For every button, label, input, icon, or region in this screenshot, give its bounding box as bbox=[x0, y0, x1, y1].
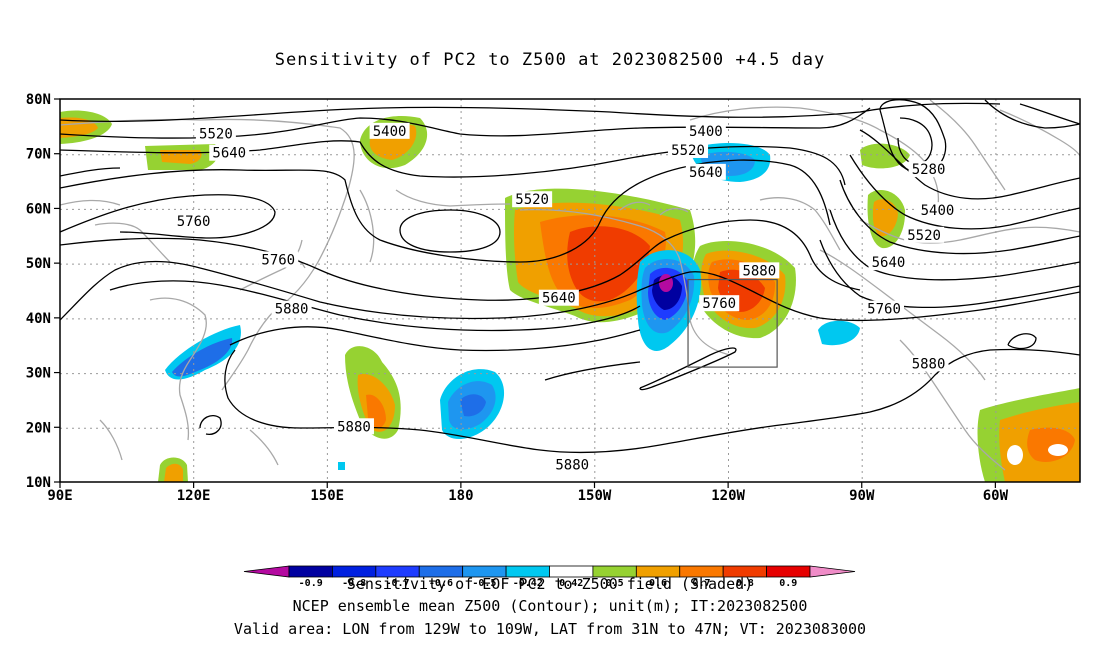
colorbar-label: -0.7 bbox=[385, 578, 409, 589]
lon-label: 90W bbox=[849, 488, 875, 504]
svg-text:5880: 5880 bbox=[555, 458, 589, 474]
svg-text:5880: 5880 bbox=[742, 263, 776, 279]
contour-label: 5520 bbox=[512, 191, 553, 208]
svg-text:5760: 5760 bbox=[702, 296, 736, 312]
graticule bbox=[60, 99, 1080, 482]
svg-text:5520: 5520 bbox=[515, 192, 549, 208]
contour-label: 5280 bbox=[908, 161, 949, 178]
contour-label: 5400 bbox=[369, 122, 410, 140]
colorbar-high-arrow bbox=[809, 565, 856, 578]
contour-label: 5880 bbox=[739, 262, 780, 279]
lat-label: 40N bbox=[26, 311, 51, 327]
footer-line-3: Valid area: LON from 129W to 109W, LAT f… bbox=[233, 620, 867, 638]
colorbar-label: -0.9 bbox=[299, 578, 323, 589]
contour-label: 5880 bbox=[271, 300, 312, 318]
lat-label: 80N bbox=[26, 92, 51, 108]
svg-text:5760: 5760 bbox=[261, 252, 295, 268]
svg-text:5640: 5640 bbox=[689, 165, 723, 181]
lon-label: 180 bbox=[448, 488, 473, 504]
svg-text:5400: 5400 bbox=[373, 124, 407, 140]
colorbar-label: 0.6 bbox=[649, 578, 667, 589]
lat-label: 70N bbox=[26, 147, 51, 163]
colorbar-label: 0.5 bbox=[606, 578, 624, 589]
contour-label: 5520 bbox=[668, 141, 709, 159]
lon-label: 120W bbox=[711, 488, 745, 504]
contour-label: 5760 bbox=[173, 213, 214, 230]
contour-label: 5640 bbox=[538, 289, 579, 307]
contour-label: 5760 bbox=[864, 300, 905, 318]
contour-label: 5760 bbox=[258, 251, 299, 268]
colorbar-label: 0.9 bbox=[779, 578, 797, 589]
colorbar-label: 0.8 bbox=[736, 578, 754, 589]
lat-label: 10N bbox=[26, 475, 51, 491]
footer-line-2: NCEP ensemble mean Z500 (Contour); unit(… bbox=[292, 597, 808, 615]
map-title: Sensitivity of PC2 to Z500 at 2023082500… bbox=[274, 50, 826, 70]
contour-label: 5400 bbox=[685, 122, 726, 140]
plot-frame bbox=[59, 98, 1081, 483]
contour-label: 5400 bbox=[917, 202, 958, 219]
colorbar-label: 0.42 bbox=[559, 578, 583, 589]
colorbar-label: -0.8 bbox=[342, 578, 366, 589]
svg-text:5640: 5640 bbox=[542, 291, 576, 307]
contour-label: 5880 bbox=[552, 456, 593, 474]
colorbar-label: -0.6 bbox=[429, 578, 453, 589]
svg-text:5400: 5400 bbox=[689, 124, 723, 140]
svg-text:5520: 5520 bbox=[671, 143, 705, 159]
colorbar-label: -0.5 bbox=[472, 578, 496, 589]
lon-label: 150E bbox=[310, 488, 344, 504]
lon-label: 60W bbox=[983, 488, 1009, 504]
contour-label: 5760 bbox=[699, 295, 740, 312]
colorbar-label: -0.42 bbox=[513, 578, 543, 589]
svg-text:5760: 5760 bbox=[867, 302, 901, 318]
svg-text:5520: 5520 bbox=[199, 127, 233, 143]
lat-label: 30N bbox=[26, 366, 51, 382]
svg-text:5880: 5880 bbox=[912, 356, 946, 372]
colorbar-label: 0.7 bbox=[692, 578, 710, 589]
svg-text:5760: 5760 bbox=[177, 214, 211, 230]
svg-text:5880: 5880 bbox=[337, 419, 371, 435]
footer-line-1: Sensitivity of EOF PC2 to Z500 field (Sh… bbox=[346, 575, 754, 593]
svg-text:5520: 5520 bbox=[907, 228, 941, 244]
contour-label: 5880 bbox=[333, 418, 374, 435]
lon-label: 120E bbox=[177, 488, 211, 504]
lat-label: 20N bbox=[26, 420, 51, 436]
svg-text:5280: 5280 bbox=[912, 162, 946, 178]
contour-label: 5520 bbox=[195, 125, 236, 143]
contour-label: 5640 bbox=[685, 163, 726, 181]
lat-label: 60N bbox=[26, 201, 51, 217]
contour-label: 5880 bbox=[908, 355, 949, 372]
svg-text:5880: 5880 bbox=[275, 302, 309, 318]
contour-label: 5640 bbox=[868, 254, 909, 271]
colorbar: -0.9 -0.8 -0.7 -0.6 -0.5 -0.42 0.42 0.5 0.6 0.7 0.… bbox=[243, 565, 856, 589]
svg-text:5640: 5640 bbox=[212, 146, 246, 162]
lat-label: 50N bbox=[26, 256, 51, 272]
lon-label: 90E bbox=[47, 488, 72, 504]
lon-label: 150W bbox=[578, 488, 612, 504]
contour-label: 5640 bbox=[209, 144, 250, 162]
contour-label: 5520 bbox=[904, 226, 945, 244]
valid-area-box bbox=[687, 278, 778, 368]
svg-text:5640: 5640 bbox=[872, 255, 906, 271]
svg-text:5400: 5400 bbox=[921, 203, 955, 219]
